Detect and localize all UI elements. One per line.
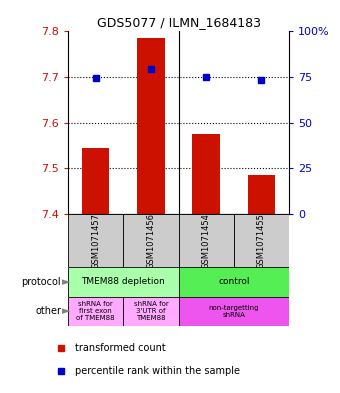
Bar xyxy=(178,267,289,297)
Bar xyxy=(192,134,220,214)
Bar xyxy=(82,148,109,214)
Bar xyxy=(178,214,234,267)
Text: GSM1071456: GSM1071456 xyxy=(147,213,155,269)
Text: protocol: protocol xyxy=(21,277,61,287)
Text: shRNA for
3'UTR of
TMEM88: shRNA for 3'UTR of TMEM88 xyxy=(134,301,168,321)
Text: control: control xyxy=(218,277,250,286)
Bar xyxy=(234,214,289,267)
Bar xyxy=(123,214,178,267)
Title: GDS5077 / ILMN_1684183: GDS5077 / ILMN_1684183 xyxy=(97,16,260,29)
Bar xyxy=(178,297,289,326)
Text: GSM1071457: GSM1071457 xyxy=(91,213,100,269)
Bar xyxy=(68,267,178,297)
Text: percentile rank within the sample: percentile rank within the sample xyxy=(75,366,240,376)
Text: GSM1071454: GSM1071454 xyxy=(202,213,210,269)
Bar xyxy=(137,38,165,214)
Text: TMEM88 depletion: TMEM88 depletion xyxy=(81,277,165,286)
Text: transformed count: transformed count xyxy=(75,343,166,353)
Bar xyxy=(123,297,178,326)
Text: ►: ► xyxy=(62,277,71,287)
Bar xyxy=(68,297,123,326)
Text: other: other xyxy=(35,307,61,316)
Text: GSM1071455: GSM1071455 xyxy=(257,213,266,269)
Bar xyxy=(68,214,123,267)
Text: non-targetting
shRNA: non-targetting shRNA xyxy=(208,305,259,318)
Text: ►: ► xyxy=(62,307,71,316)
Text: shRNA for
first exon
of TMEM88: shRNA for first exon of TMEM88 xyxy=(76,301,115,321)
Bar xyxy=(248,175,275,214)
